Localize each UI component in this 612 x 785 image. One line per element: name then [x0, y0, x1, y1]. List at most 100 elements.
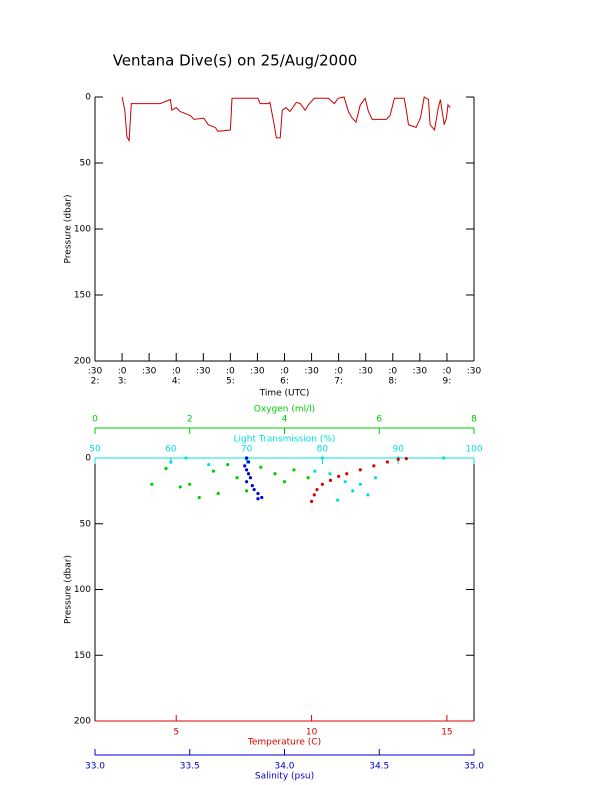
scatter-point — [337, 474, 341, 479]
x-tick-hour-label: 6: — [280, 377, 289, 387]
scatter-point — [442, 456, 446, 460]
x-tick-label: 34.5 — [369, 762, 389, 772]
x-tick-label: 33.0 — [85, 762, 105, 772]
x-tick-label: 35.0 — [464, 762, 484, 772]
x-tick-label: 70 — [241, 445, 253, 455]
x-tick-label: 5 — [173, 728, 179, 738]
scatter-point — [292, 468, 296, 472]
x-tick-label: 8 — [471, 415, 477, 425]
scatter-point — [320, 456, 324, 460]
x-tick-label: :30 — [358, 367, 373, 377]
x-tick-label: 50 — [89, 445, 101, 455]
scatter-point — [282, 480, 287, 484]
scatter-point — [309, 499, 314, 503]
x-tick-label: :0 — [334, 367, 343, 377]
scatter-point — [358, 468, 362, 472]
x-tick-label: :30 — [250, 367, 265, 377]
x-tick-label: 34.0 — [274, 762, 294, 772]
x-tick-label: :30 — [88, 367, 103, 377]
scatter-point — [207, 462, 211, 467]
x-tick-label: :0 — [172, 367, 181, 377]
x-axis-label: Temperature (C) — [247, 738, 321, 748]
y-tick-label: 150 — [74, 651, 91, 661]
x-tick-label: :0 — [388, 367, 397, 377]
x-axis-label: Oxygen (ml/l) — [254, 405, 315, 415]
x-tick-label: 0 — [92, 415, 98, 425]
x-axis-label: Salinity (psu) — [255, 772, 314, 782]
scatter-point — [373, 476, 378, 480]
scatter-point — [245, 456, 249, 460]
scatter-point — [313, 469, 317, 473]
x-tick-label: :0 — [226, 367, 235, 377]
scatter-point — [366, 493, 370, 497]
scatter-point — [184, 456, 188, 460]
scatter-point — [273, 472, 277, 476]
scatter-point — [396, 457, 400, 461]
scatter-point — [259, 465, 263, 469]
x-tick-label: 15 — [441, 728, 452, 738]
scatter-point — [385, 460, 389, 464]
x-tick-label: 33.5 — [180, 762, 200, 772]
scatter-point — [306, 476, 310, 480]
scatter-point — [343, 480, 347, 484]
x-tick-label: 90 — [392, 445, 404, 455]
scatter-point — [351, 489, 355, 493]
y-tick-label: 0 — [85, 454, 91, 464]
scatter-point — [345, 472, 349, 476]
scatter-point — [256, 497, 260, 501]
y-tick-label: 50 — [80, 519, 92, 529]
scatter-point — [315, 487, 319, 492]
scatter-point — [211, 469, 216, 473]
scatter-point — [404, 457, 408, 461]
y-tick-label: 0 — [85, 93, 91, 103]
x-tick-hour-label: 8: — [388, 377, 397, 387]
x-tick-label: 60 — [165, 445, 177, 455]
chart-title: Ventana Dive(s) on 25/Aug/2000 — [113, 52, 358, 70]
y-tick-label: 200 — [74, 717, 91, 727]
x-tick-label: :30 — [304, 367, 319, 377]
scatter-point — [358, 482, 362, 486]
x-tick-label: 6 — [376, 415, 382, 425]
scatter-point — [197, 495, 201, 500]
x-tick-hour-label: 5: — [226, 377, 235, 387]
y-tick-label: 200 — [74, 357, 91, 367]
scatter-point — [245, 480, 249, 484]
scatter-point — [252, 487, 256, 492]
x-tick-hour-label: 7: — [334, 377, 343, 387]
x-tick-label: :30 — [142, 367, 157, 377]
x-tick-label: :0 — [280, 367, 289, 377]
scatter-point — [243, 464, 247, 468]
scatter-point — [320, 482, 324, 486]
y-tick-label: 100 — [74, 585, 91, 595]
x-tick-label: 100 — [465, 445, 482, 455]
scatter-point — [216, 491, 220, 496]
x-tick-hour-label: 3: — [118, 377, 127, 387]
x-tick-hour-label: 2: — [91, 377, 100, 387]
x-axis-label: Time (UTC) — [259, 389, 310, 399]
y-tick-label: 150 — [74, 291, 91, 301]
scatter-point — [245, 489, 249, 493]
y-axis-label: Pressure (dbar) — [64, 195, 74, 264]
scatter-point — [226, 462, 230, 467]
scatter-point — [188, 482, 192, 486]
x-tick-label: :0 — [443, 367, 452, 377]
x-tick-label: 4 — [282, 415, 288, 425]
y-tick-label: 50 — [80, 159, 92, 169]
x-tick-label: :30 — [467, 367, 482, 377]
scatter-point — [245, 468, 249, 472]
scatter-point — [150, 482, 154, 486]
x-tick-label: 10 — [306, 728, 318, 738]
scatter-point — [169, 460, 173, 464]
scatter-point — [250, 484, 254, 488]
scatter-point — [164, 466, 168, 471]
scatter-point — [246, 472, 251, 476]
scatter-point — [328, 478, 333, 482]
scatter-point — [256, 491, 260, 496]
scatter-point — [260, 495, 264, 500]
scatter-point — [248, 476, 252, 480]
scatter-point — [312, 493, 316, 497]
x-tick-label: :0 — [118, 367, 127, 377]
x-tick-hour-label: 9: — [443, 377, 452, 387]
scatter-point — [178, 485, 182, 489]
